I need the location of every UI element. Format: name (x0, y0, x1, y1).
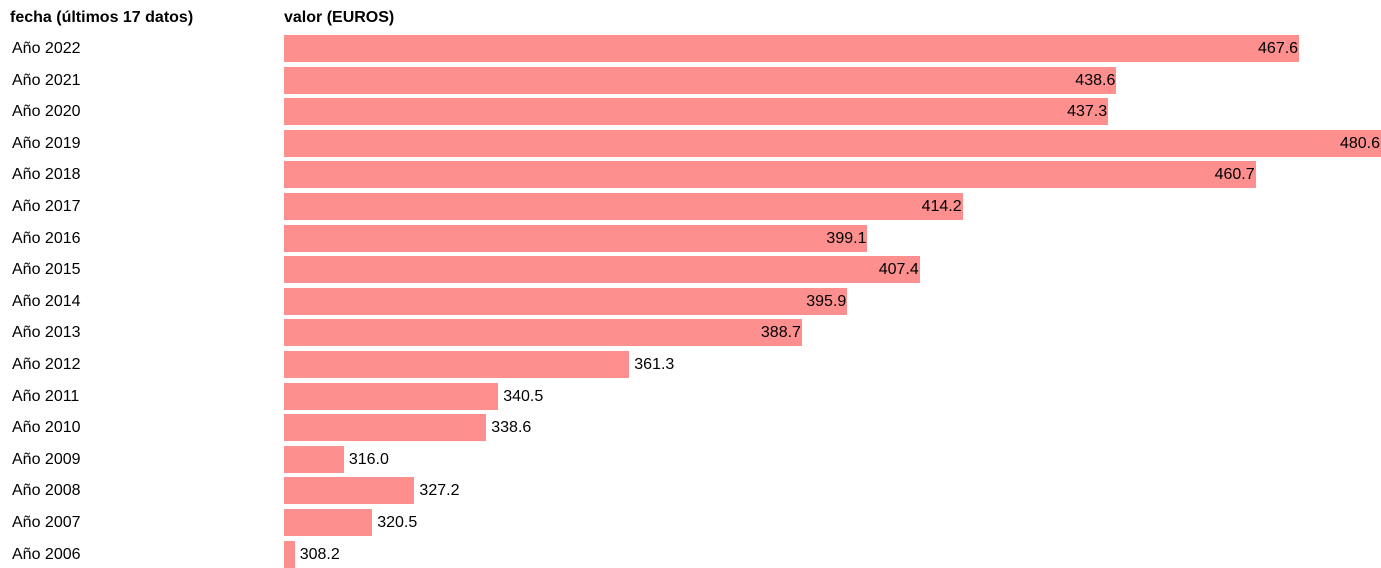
bar (284, 351, 630, 378)
chart-row: Año 2022 467.6 (0, 35, 1381, 62)
category-label: Año 2013 (12, 324, 81, 342)
bar-value-label: 308.2 (299, 545, 340, 563)
chart-row: Año 2019 480.6 (0, 129, 1381, 157)
bar-value-label: 399.1 (826, 229, 867, 247)
category-label: Año 2017 (12, 198, 81, 215)
category-label: Año 2015 (12, 261, 81, 279)
chart-row: Año 2018 460.7 (0, 161, 1381, 189)
bar (284, 414, 487, 442)
bar (284, 287, 848, 315)
bar-chart: Año 2022 467.6 Año 2021 438.6 Año 2020 437.3 A… (0, 35, 1381, 568)
bar-value-label: 467.6 (1258, 40, 1299, 57)
chart-row: Año 2021 438.6 (0, 66, 1381, 94)
category-label: Año 2018 (12, 166, 81, 184)
chart-row: Año 2017 414.2 (0, 193, 1381, 220)
bar (284, 445, 344, 473)
category-label: Año 2020 (12, 103, 81, 121)
bar-value-label: 388.7 (760, 324, 801, 342)
chart-row: Año 2011 340.5 (0, 382, 1381, 410)
category-label: Año 2008 (12, 482, 81, 500)
chart-row: Año 2020 437.3 (0, 98, 1381, 126)
chart-row: Año 2007 320.5 (0, 509, 1381, 536)
category-label: Año 2010 (12, 419, 81, 437)
category-label: Año 2007 (12, 514, 81, 531)
bar (284, 256, 920, 284)
bar-value-label: 414.2 (921, 198, 962, 215)
category-label: Año 2022 (12, 40, 81, 57)
bar (284, 35, 1300, 62)
chart-row: Año 2016 399.1 (0, 224, 1381, 252)
category-label: Año 2016 (12, 229, 81, 247)
bar (284, 382, 499, 410)
category-label: Año 2012 (12, 356, 81, 373)
bar (284, 477, 415, 505)
bar (284, 129, 1381, 157)
bar-value-label: 438.6 (1075, 71, 1116, 89)
bar (284, 161, 1256, 189)
bar (284, 540, 295, 568)
category-label: Año 2021 (12, 71, 81, 89)
chart-row: Año 2012 361.3 (0, 351, 1381, 378)
bar (284, 66, 1117, 94)
bar-value-label: 327.2 (419, 482, 460, 500)
chart-row: Año 2015 407.4 (0, 256, 1381, 284)
bar-value-label: 340.5 (503, 387, 544, 405)
bar (284, 193, 963, 220)
bar-value-label: 395.9 (806, 292, 847, 310)
bar (284, 509, 373, 536)
bar (284, 319, 802, 347)
bar-value-label: 320.5 (377, 514, 418, 531)
chart-row: Año 2008 327.2 (0, 477, 1381, 505)
chart-row: Año 2010 338.6 (0, 414, 1381, 442)
category-label: Año 2006 (12, 545, 81, 563)
bar-value-label: 437.3 (1067, 103, 1108, 121)
bar-value-label: 361.3 (634, 356, 675, 373)
category-label: Año 2009 (12, 450, 81, 468)
chart-row: Año 2006 308.2 (0, 540, 1381, 568)
bar-value-label: 338.6 (491, 419, 532, 437)
category-label: Año 2014 (12, 292, 81, 310)
chart-row: Año 2014 395.9 (0, 287, 1381, 315)
bar (284, 224, 868, 252)
chart-row: Año 2009 316.0 (0, 445, 1381, 473)
bar-value-label: 460.7 (1214, 166, 1255, 184)
bar-value-label: 407.4 (878, 261, 919, 279)
value-column-header: valor (EUROS) (284, 9, 395, 26)
bar (284, 98, 1109, 126)
date-column-header: fecha (últimos 17 datos) (10, 9, 194, 26)
bar-value-label: 480.6 (1339, 134, 1380, 152)
category-label: Año 2011 (12, 387, 80, 405)
category-label: Año 2019 (12, 134, 81, 152)
chart-row: Año 2013 388.7 (0, 319, 1381, 347)
bar-value-label: 316.0 (348, 450, 389, 468)
